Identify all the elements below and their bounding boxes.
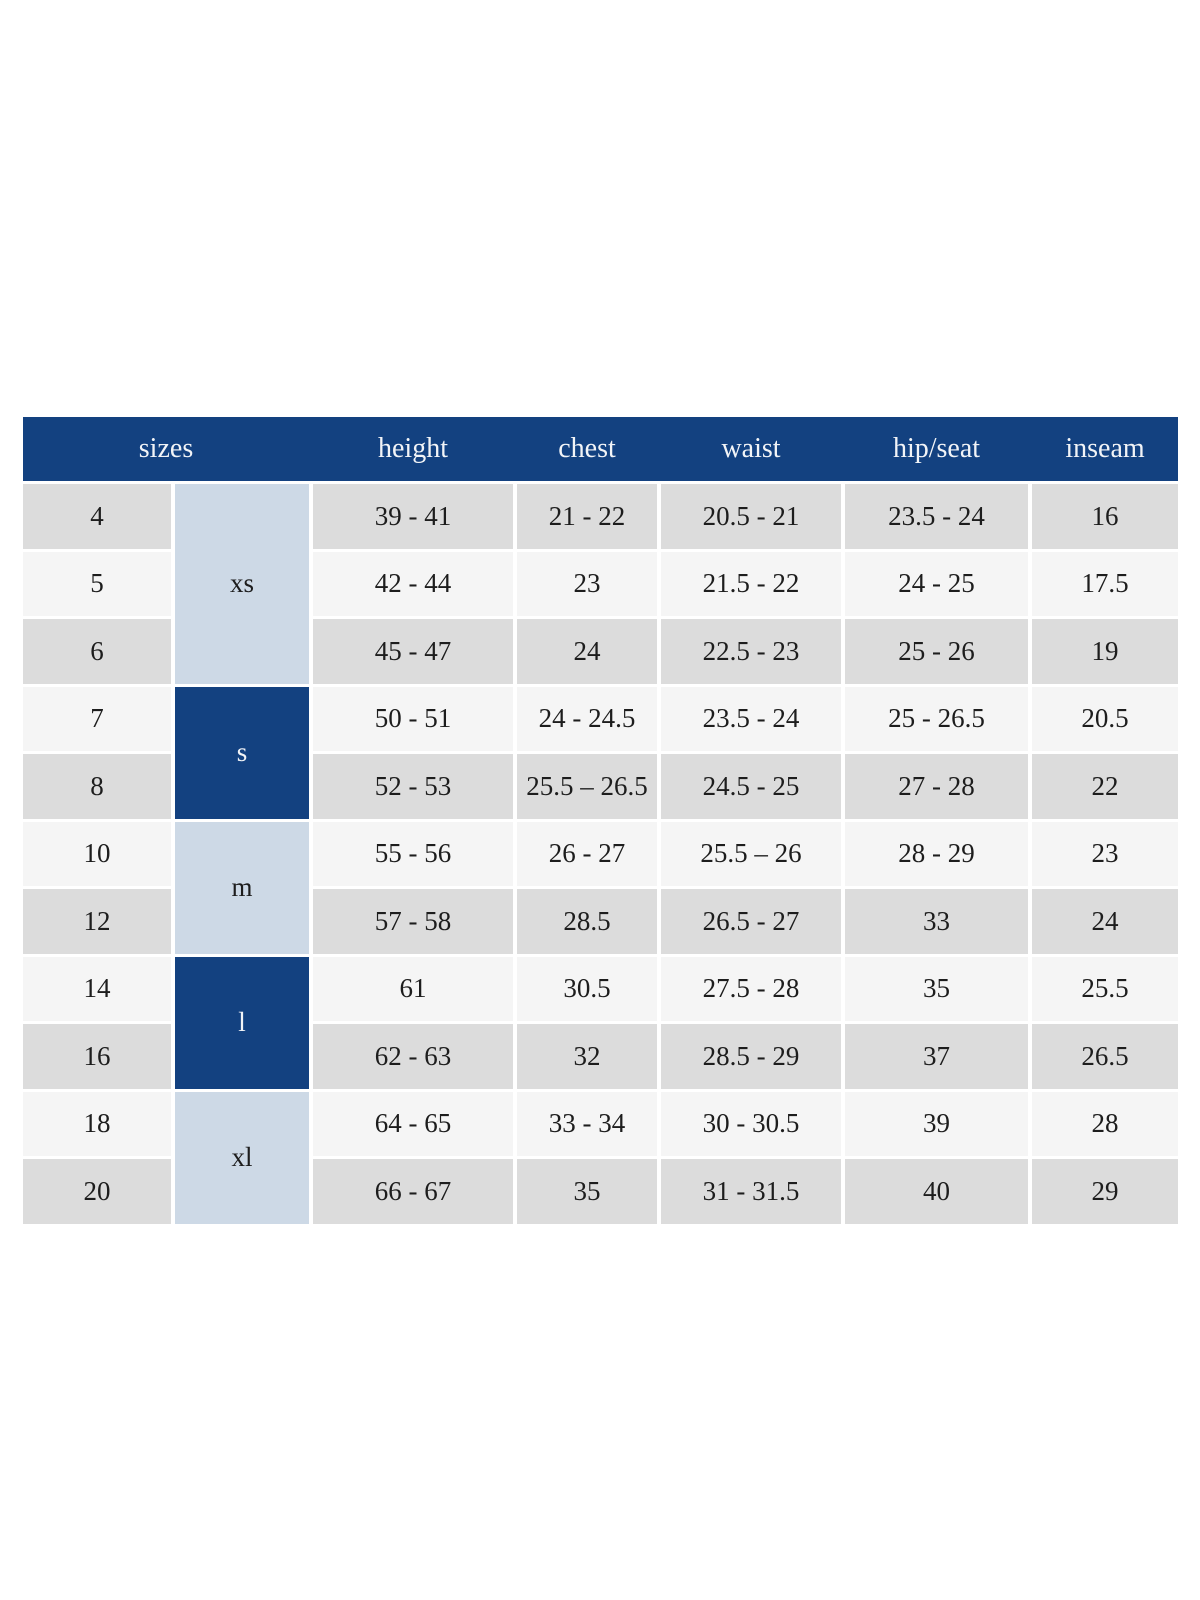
value-cell-height: 61 [313, 956, 513, 1021]
value-cell-waist: 30 - 30.5 [661, 1091, 841, 1156]
value-cell-height: 45 - 47 [313, 619, 513, 684]
value-cell-inseam: 29 [1032, 1159, 1178, 1224]
value-cell-hip-seat: 25 - 26 [845, 619, 1028, 684]
size-group-cell-l: l [175, 956, 309, 1089]
size-cell: 5 [23, 551, 171, 616]
value-cell-waist: 21.5 - 22 [661, 551, 841, 616]
value-cell-chest: 25.5 – 26.5 [517, 754, 657, 819]
header-chest: chest [558, 433, 616, 464]
size-cell: 4 [23, 484, 171, 549]
size-group-cell-m: m [175, 821, 309, 954]
value-cell-waist: 24.5 - 25 [661, 754, 841, 819]
value-cell-hip-seat: 39 [845, 1091, 1028, 1156]
value-cell-waist: 28.5 - 29 [661, 1024, 841, 1089]
value-cell-chest: 26 - 27 [517, 821, 657, 886]
header-hip-seat: hip/seat [892, 433, 981, 464]
value-cell-height: 64 - 65 [313, 1091, 513, 1156]
value-cell-hip-seat: 25 - 26.5 [845, 686, 1028, 751]
value-cell-inseam: 16 [1032, 484, 1178, 549]
size-cell: 16 [23, 1024, 171, 1089]
value-cell-chest: 24 - 24.5 [517, 686, 657, 751]
size-cell: 10 [23, 821, 171, 886]
size-chart-table: sizes height chest waist hip/seat inseam… [23, 417, 1178, 1224]
value-cell-inseam: 24 [1032, 889, 1178, 954]
value-cell-height: 62 - 63 [313, 1024, 513, 1089]
size-cell: 6 [23, 619, 171, 684]
size-group-cell-s: s [175, 686, 309, 819]
value-cell-waist: 27.5 - 28 [661, 956, 841, 1021]
value-cell-inseam: 19 [1032, 619, 1178, 684]
value-cell-inseam: 23 [1032, 821, 1178, 886]
header-sizes: sizes [138, 433, 194, 464]
value-cell-chest: 33 - 34 [517, 1091, 657, 1156]
header-height: height [378, 433, 448, 464]
value-cell-hip-seat: 35 [845, 956, 1028, 1021]
value-cell-waist: 20.5 - 21 [661, 484, 841, 549]
value-cell-height: 50 - 51 [313, 686, 513, 751]
value-cell-chest: 24 [517, 619, 657, 684]
value-cell-height: 52 - 53 [313, 754, 513, 819]
value-cell-hip-seat: 24 - 25 [845, 551, 1028, 616]
size-group-cell-xs: xs [175, 484, 309, 684]
value-cell-chest: 30.5 [517, 956, 657, 1021]
value-cell-inseam: 20.5 [1032, 686, 1178, 751]
value-cell-inseam: 22 [1032, 754, 1178, 819]
size-cell: 20 [23, 1159, 171, 1224]
value-cell-chest: 35 [517, 1159, 657, 1224]
value-cell-hip-seat: 37 [845, 1024, 1028, 1089]
size-cell: 7 [23, 686, 171, 751]
value-cell-hip-seat: 23.5 - 24 [845, 484, 1028, 549]
value-cell-waist: 25.5 – 26 [661, 821, 841, 886]
value-cell-hip-seat: 27 - 28 [845, 754, 1028, 819]
value-cell-hip-seat: 28 - 29 [845, 821, 1028, 886]
size-cell: 8 [23, 754, 171, 819]
header-inseam: inseam [1065, 433, 1145, 464]
size-cell: 18 [23, 1091, 171, 1156]
value-cell-waist: 22.5 - 23 [661, 619, 841, 684]
value-cell-height: 55 - 56 [313, 821, 513, 886]
size-cell: 12 [23, 889, 171, 954]
value-cell-chest: 23 [517, 551, 657, 616]
value-cell-hip-seat: 33 [845, 889, 1028, 954]
value-cell-waist: 26.5 - 27 [661, 889, 841, 954]
value-cell-inseam: 28 [1032, 1091, 1178, 1156]
header-waist: waist [721, 433, 781, 464]
table-header-row: sizes height chest waist hip/seat inseam [23, 417, 1178, 481]
value-cell-waist: 23.5 - 24 [661, 686, 841, 751]
value-cell-chest: 21 - 22 [517, 484, 657, 549]
value-cell-inseam: 17.5 [1032, 551, 1178, 616]
value-cell-height: 42 - 44 [313, 551, 513, 616]
value-cell-inseam: 26.5 [1032, 1024, 1178, 1089]
value-cell-chest: 28.5 [517, 889, 657, 954]
value-cell-waist: 31 - 31.5 [661, 1159, 841, 1224]
size-cell: 14 [23, 956, 171, 1021]
value-cell-height: 39 - 41 [313, 484, 513, 549]
value-cell-chest: 32 [517, 1024, 657, 1089]
value-cell-inseam: 25.5 [1032, 956, 1178, 1021]
value-cell-height: 57 - 58 [313, 889, 513, 954]
value-cell-hip-seat: 40 [845, 1159, 1028, 1224]
value-cell-height: 66 - 67 [313, 1159, 513, 1224]
size-group-cell-xl: xl [175, 1091, 309, 1224]
